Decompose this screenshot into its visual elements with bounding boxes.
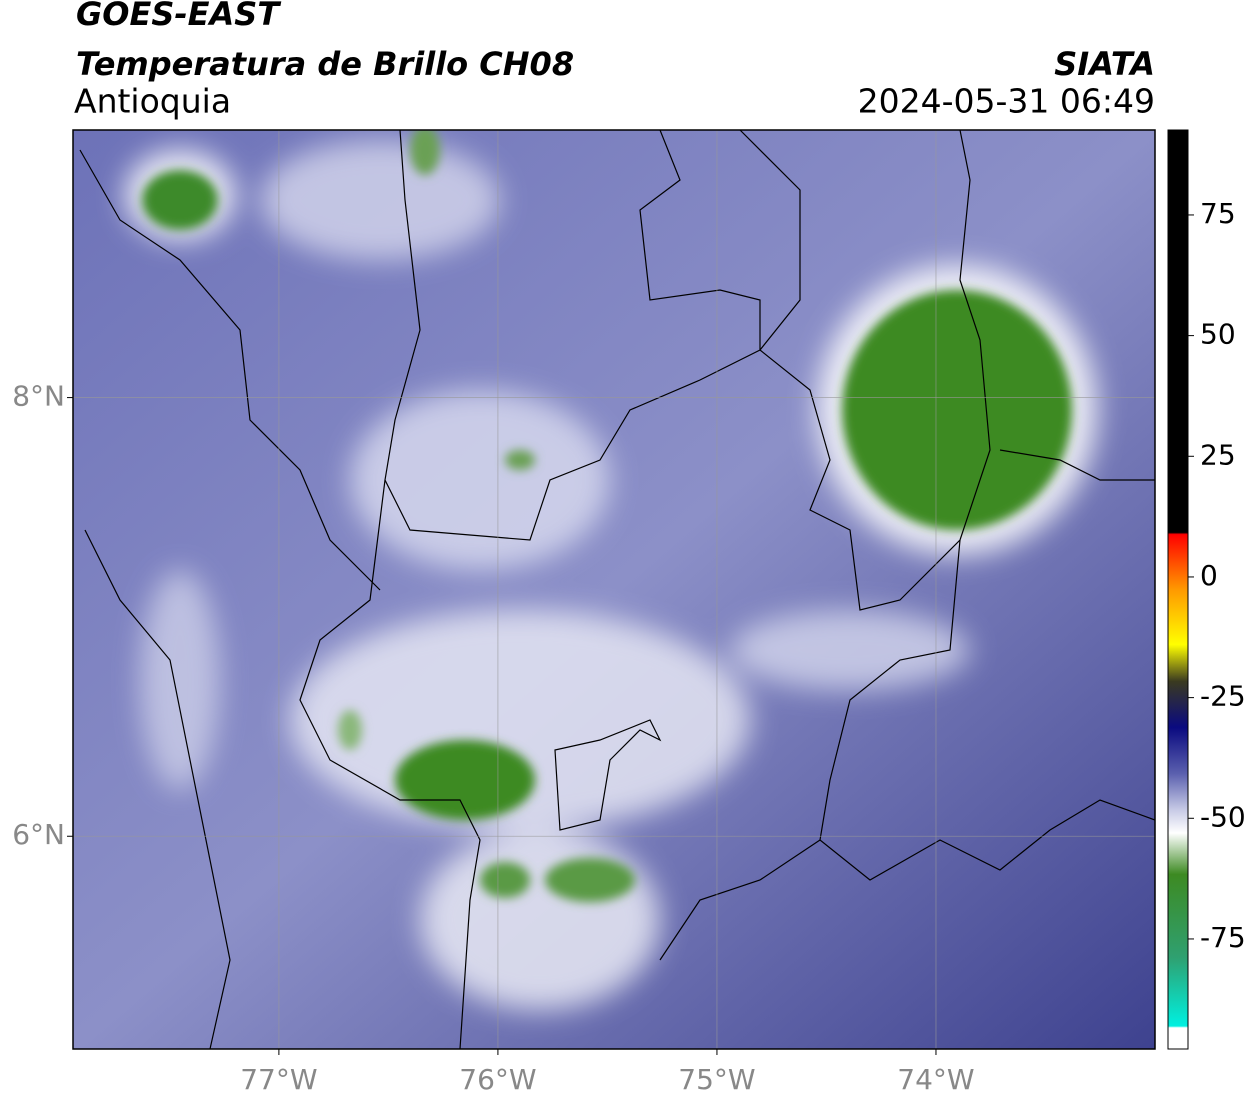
x-tick-label: 77°W <box>240 1063 317 1096</box>
source: SIATA <box>1054 45 1155 83</box>
colorbar-tick-label: 0 <box>1200 559 1218 592</box>
region: Antioquia <box>74 82 231 121</box>
colorbar-tick-label: 50 <box>1200 318 1236 351</box>
colorbar-tick-label: -50 <box>1200 800 1246 833</box>
colorbar-tick-label: 25 <box>1200 438 1236 471</box>
y-tick-label: 8°N <box>12 380 65 413</box>
colorbar-tick-label: -25 <box>1200 680 1246 713</box>
map-image <box>73 130 1155 1049</box>
datetime: 2024-05-31 06:49 <box>858 82 1155 121</box>
colorbar <box>1167 129 1189 1050</box>
x-tick-label: 74°W <box>897 1063 974 1096</box>
y-tick-label: 6°N <box>12 818 65 851</box>
subtitle: Temperatura de Brillo CH08 <box>76 45 574 83</box>
colorbar-tick-label: -75 <box>1200 921 1246 954</box>
borders <box>79 130 1155 1049</box>
map-frame <box>72 129 1156 1050</box>
x-tick-label: 75°W <box>678 1063 755 1096</box>
colorbar-tick-label: 75 <box>1200 197 1236 230</box>
title: GOES-EAST <box>76 0 281 33</box>
x-tick-label: 76°W <box>459 1063 536 1096</box>
